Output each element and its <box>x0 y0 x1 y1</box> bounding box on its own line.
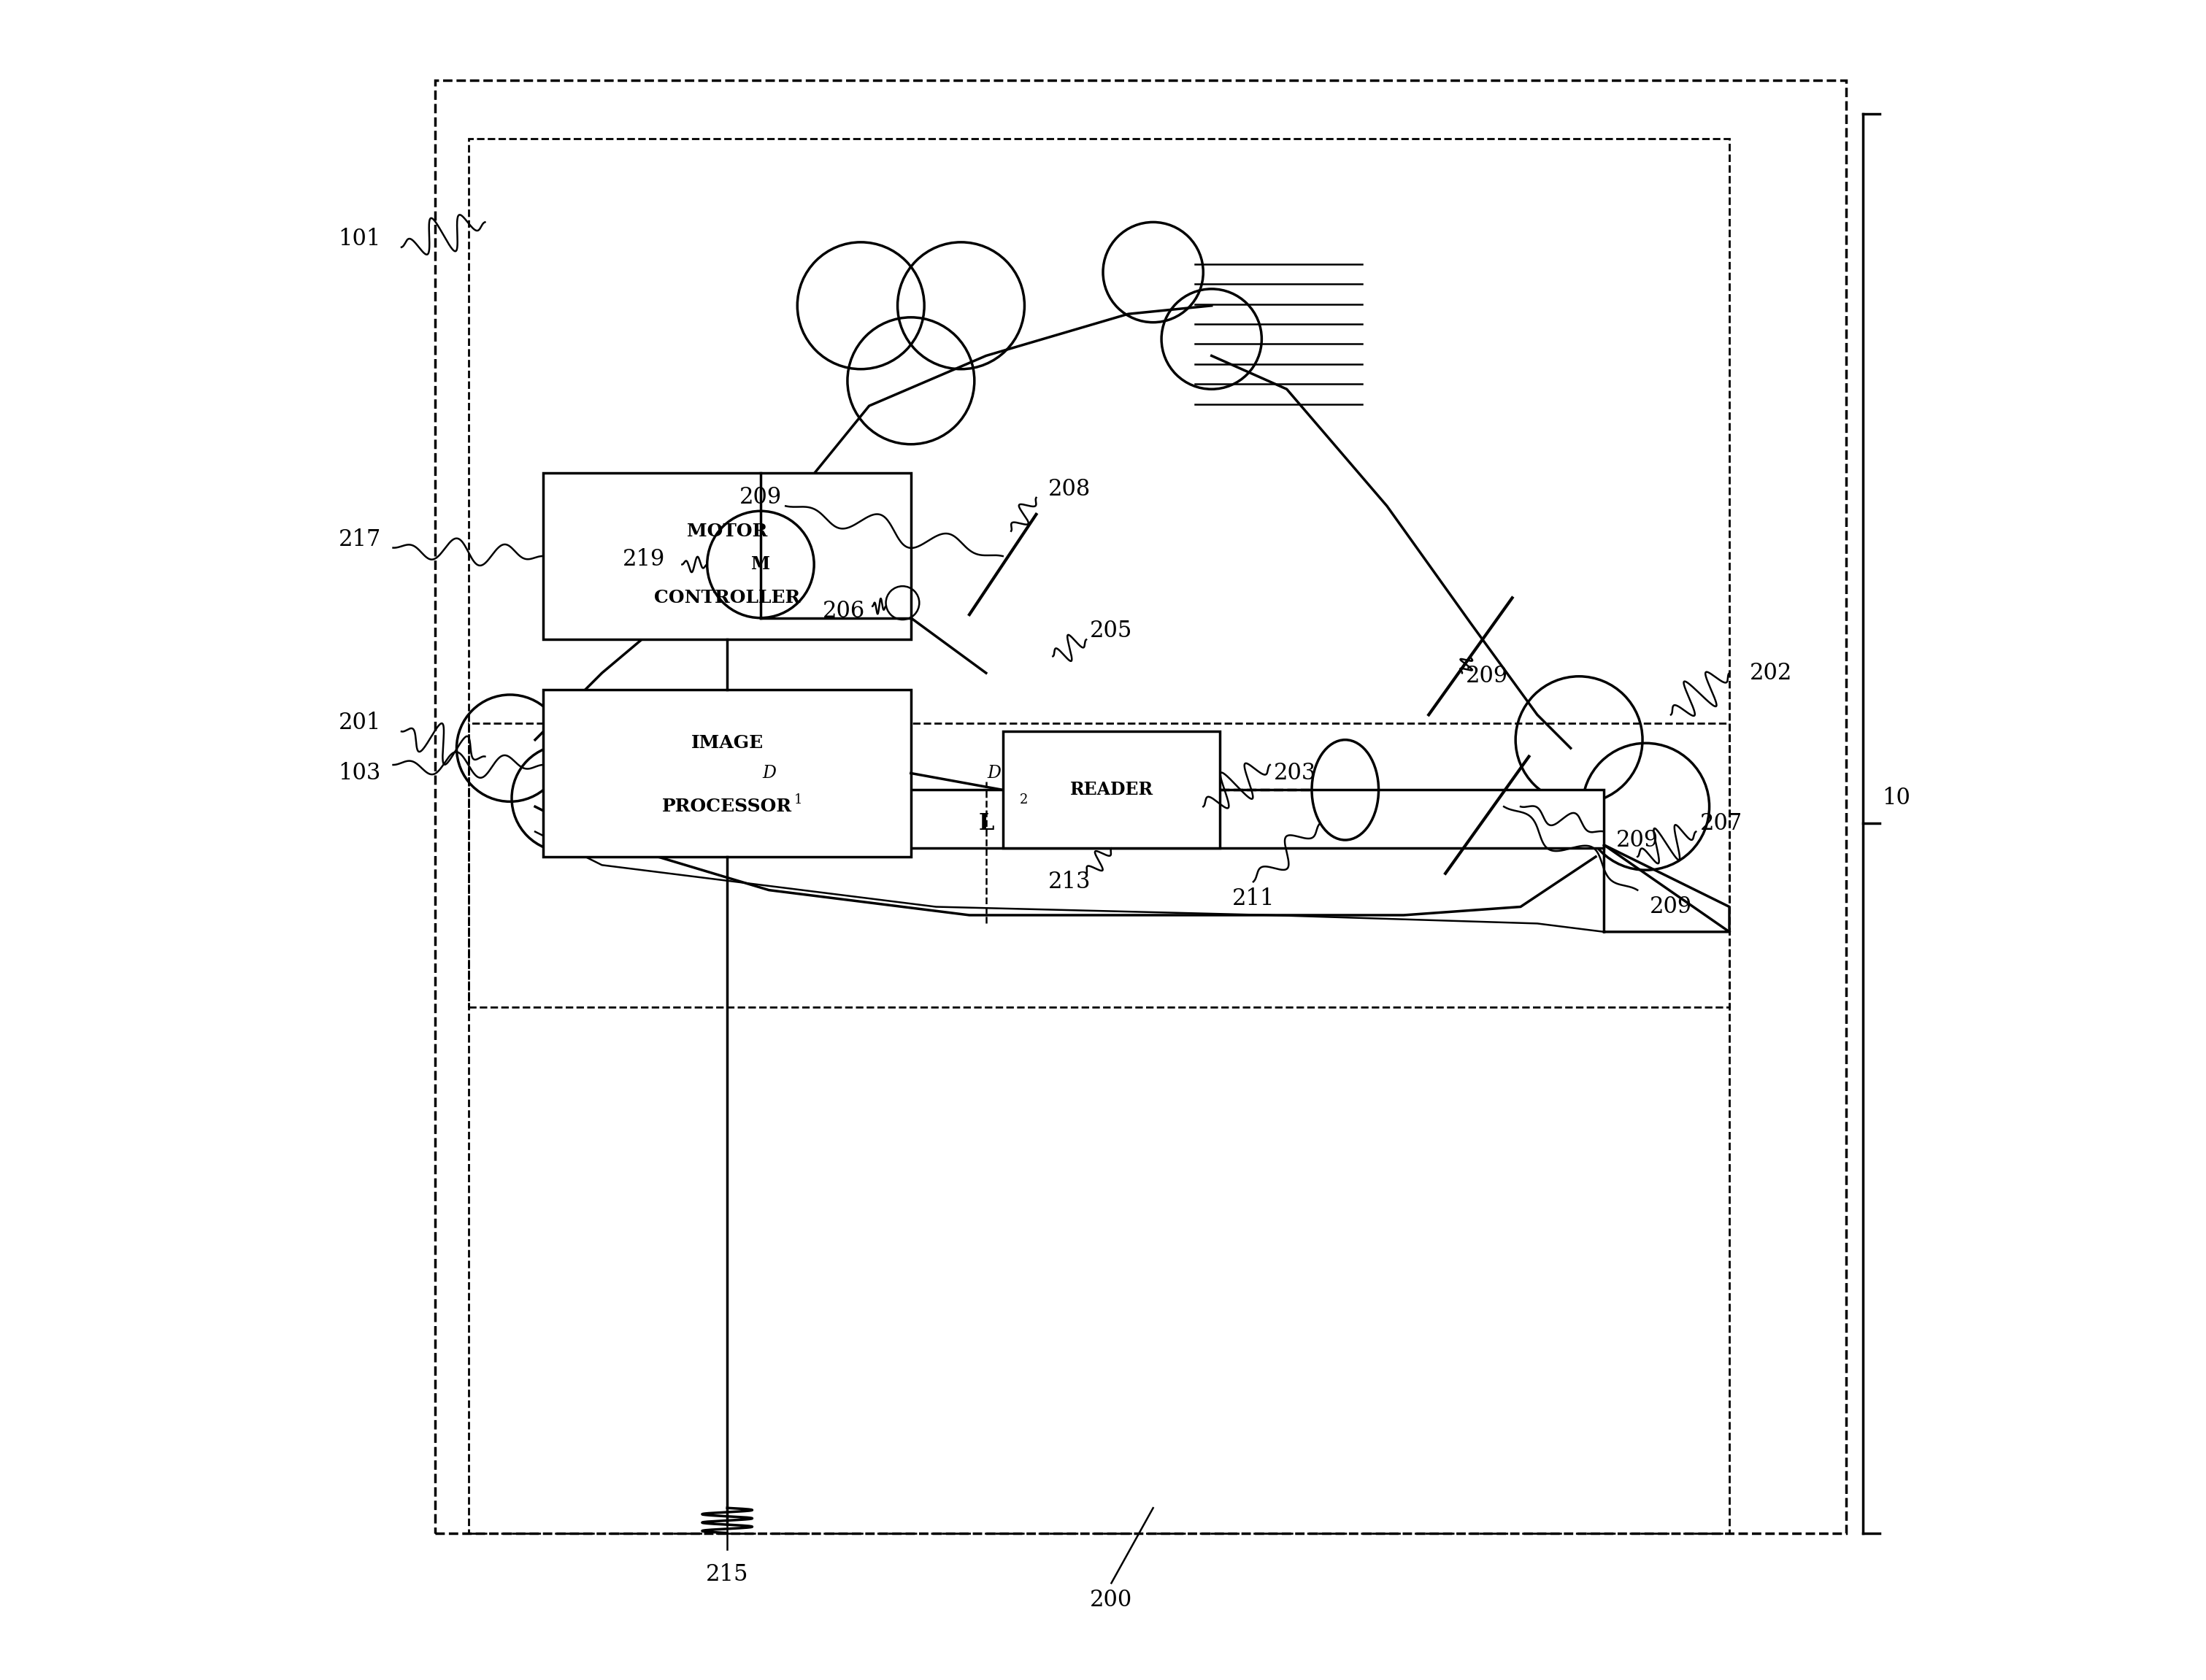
Text: IMAGE: IMAGE <box>690 734 763 753</box>
Polygon shape <box>1604 845 1730 932</box>
Text: 209: 209 <box>739 487 781 509</box>
Text: READER: READER <box>1070 781 1154 798</box>
FancyBboxPatch shape <box>543 472 911 640</box>
Text: 201: 201 <box>338 712 382 734</box>
Text: CONTROLLER: CONTROLLER <box>655 590 801 606</box>
Text: 219: 219 <box>622 548 664 571</box>
Text: PROCESSOR: PROCESSOR <box>662 798 792 815</box>
Text: 213: 213 <box>1048 870 1092 894</box>
Text: 1: 1 <box>794 793 803 806</box>
Text: 215: 215 <box>706 1564 748 1586</box>
Text: 209: 209 <box>1617 828 1659 852</box>
Text: 103: 103 <box>338 763 382 785</box>
Text: 217: 217 <box>338 528 382 551</box>
Text: 101: 101 <box>338 227 382 250</box>
Text: 2: 2 <box>1019 793 1028 806</box>
Text: 10: 10 <box>1882 786 1910 810</box>
Text: 208: 208 <box>1048 479 1090 501</box>
FancyBboxPatch shape <box>1004 731 1220 848</box>
Text: 205: 205 <box>1090 620 1132 642</box>
Text: 207: 207 <box>1701 811 1743 835</box>
FancyBboxPatch shape <box>543 690 911 857</box>
Text: 203: 203 <box>1273 763 1317 785</box>
Text: 200: 200 <box>1090 1589 1132 1611</box>
FancyBboxPatch shape <box>653 790 1604 848</box>
Text: L: L <box>977 811 995 835</box>
Text: D: D <box>761 764 777 781</box>
Text: 209: 209 <box>1650 895 1692 917</box>
Text: 209: 209 <box>1467 665 1509 687</box>
Text: D: D <box>988 764 1002 781</box>
Text: MOTOR: MOTOR <box>686 522 768 539</box>
Text: M: M <box>750 556 770 573</box>
Text: 211: 211 <box>1231 887 1275 911</box>
Text: 206: 206 <box>823 600 865 623</box>
Text: 202: 202 <box>1749 662 1793 684</box>
